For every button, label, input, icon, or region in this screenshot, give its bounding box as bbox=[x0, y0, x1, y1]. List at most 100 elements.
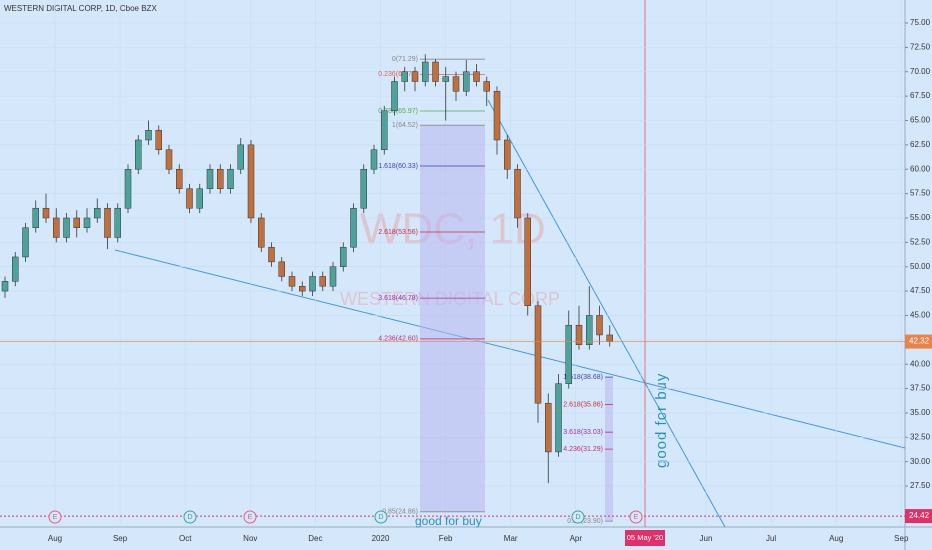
candle-body bbox=[452, 76, 460, 92]
candle-body bbox=[391, 81, 398, 111]
alert-box bbox=[905, 509, 932, 524]
candle-body bbox=[22, 227, 29, 258]
candle-body bbox=[319, 276, 326, 287]
x-tick-label: Oct bbox=[179, 534, 192, 543]
fib-label: 0.85(23.90) bbox=[567, 518, 603, 525]
y-tick-label: 35.00 bbox=[910, 408, 931, 417]
event-marker bbox=[629, 510, 643, 524]
candle-body bbox=[124, 168, 132, 209]
candle-body bbox=[483, 81, 490, 92]
candle-body bbox=[196, 188, 203, 209]
candle-body bbox=[370, 149, 378, 170]
candle-body bbox=[145, 129, 152, 141]
candle-body bbox=[360, 168, 367, 209]
candle-body bbox=[155, 129, 162, 150]
date-marker-box bbox=[625, 530, 665, 546]
annotation: good for buy bbox=[653, 373, 670, 468]
fib-label: 1.618(38.68) bbox=[563, 374, 603, 381]
fib-label: 0.236(69.73) bbox=[378, 71, 418, 78]
candle-body bbox=[258, 217, 265, 248]
candle-body bbox=[381, 110, 388, 150]
candle-body bbox=[596, 315, 603, 336]
y-tick-label: 67.50 bbox=[910, 91, 931, 100]
y-tick-label: 40.00 bbox=[910, 359, 931, 368]
candle-body bbox=[12, 256, 19, 282]
y-tick-label: 45.00 bbox=[910, 311, 931, 320]
fib-label: 2.618(53.56) bbox=[378, 229, 418, 236]
candle-body bbox=[524, 217, 531, 306]
y-tick-label: 52.50 bbox=[910, 237, 931, 246]
candle-body bbox=[288, 276, 296, 287]
candle-body bbox=[401, 71, 408, 82]
candle-body bbox=[299, 285, 306, 292]
event-label: D bbox=[575, 514, 580, 521]
candle-body bbox=[545, 402, 552, 453]
candle-body bbox=[104, 207, 111, 238]
candle-body bbox=[206, 168, 214, 189]
y-tick-label: 47.50 bbox=[910, 286, 931, 295]
fib-label: 3.618(46.78) bbox=[378, 295, 418, 302]
candle-body bbox=[268, 246, 275, 263]
candle-body bbox=[350, 207, 357, 248]
fib-label: 0.786(65.97) bbox=[378, 108, 418, 115]
last-price-box bbox=[905, 334, 932, 349]
event-label: E bbox=[248, 514, 253, 521]
y-tick-label: 60.00 bbox=[910, 164, 931, 173]
y-tick-label: 72.50 bbox=[910, 42, 931, 51]
candle-body bbox=[422, 61, 429, 82]
candle-body bbox=[432, 61, 439, 82]
fib-label: 3.618(33.03) bbox=[563, 429, 603, 436]
x-tick-label: 2020 bbox=[372, 534, 390, 543]
chart-title: WESTERN DIGITAL CORP, 1D, Cboe BZX bbox=[4, 4, 157, 13]
event-marker bbox=[374, 510, 388, 524]
candle-body bbox=[217, 168, 224, 189]
candle-body bbox=[186, 188, 193, 209]
candle-body bbox=[504, 139, 511, 170]
y-tick-label: 55.00 bbox=[910, 213, 931, 222]
event-marker bbox=[243, 510, 257, 524]
candle-body bbox=[329, 266, 337, 287]
x-tick-label: Sep bbox=[113, 534, 128, 543]
y-tick-label: 30.00 bbox=[910, 457, 931, 466]
event-marker bbox=[183, 510, 197, 524]
event-marker bbox=[48, 510, 62, 524]
x-tick-label: Feb bbox=[439, 534, 453, 543]
candle-body bbox=[114, 207, 121, 238]
y-tick-label: 37.50 bbox=[910, 384, 931, 393]
trend-line bbox=[487, 99, 726, 528]
candle-body bbox=[463, 71, 470, 92]
fib-label: 1.618(60.33) bbox=[378, 163, 418, 170]
x-tick-label: Aug bbox=[48, 534, 62, 543]
candle-body bbox=[565, 324, 572, 384]
y-tick-label: 75.00 bbox=[910, 18, 931, 27]
candle-body bbox=[278, 261, 285, 277]
x-tick-label: Nov bbox=[243, 534, 257, 543]
alert-label: 24.42 bbox=[909, 511, 930, 520]
candle-body bbox=[514, 168, 521, 219]
y-tick-label: 57.50 bbox=[910, 189, 931, 198]
candle-body bbox=[53, 217, 60, 238]
candle-body bbox=[442, 76, 449, 82]
x-tick-label: Mar bbox=[504, 534, 518, 543]
x-tick-label: Jun bbox=[700, 534, 713, 543]
candle-body bbox=[42, 207, 50, 219]
fib-zone bbox=[420, 125, 485, 512]
fib-label: 1(64.52) bbox=[392, 122, 418, 129]
event-label: E bbox=[634, 514, 639, 521]
event-label: E bbox=[53, 514, 58, 521]
y-tick-label: 70.00 bbox=[910, 67, 931, 76]
y-tick-label: 50.00 bbox=[910, 262, 931, 271]
candle-body bbox=[534, 305, 542, 404]
y-tick-label: 65.00 bbox=[910, 116, 931, 125]
event-marker bbox=[571, 510, 585, 524]
candle-body bbox=[63, 217, 70, 238]
fib-label: 0(71.29) bbox=[392, 56, 418, 63]
candle-body bbox=[606, 334, 613, 342]
fib-label: 4.236(31.29) bbox=[563, 446, 603, 453]
candle-body bbox=[32, 207, 39, 228]
fib-label: 4.236(42.60) bbox=[378, 336, 418, 343]
candle-body bbox=[473, 71, 480, 82]
candle-body bbox=[227, 168, 234, 189]
candle-body bbox=[340, 246, 347, 267]
candle-body bbox=[247, 144, 255, 219]
